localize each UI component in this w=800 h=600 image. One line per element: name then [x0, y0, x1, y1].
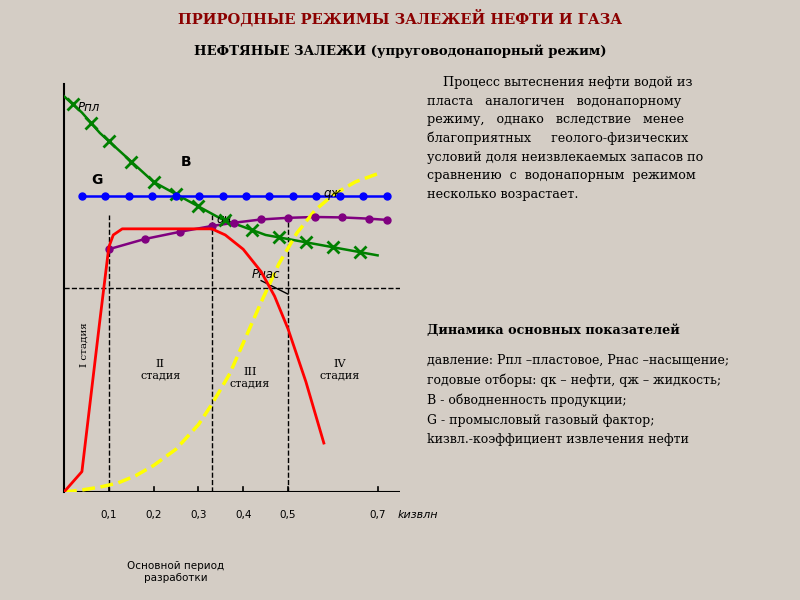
Text: III
стадия: III стадия [230, 367, 270, 389]
Text: 0,7: 0,7 [370, 511, 386, 520]
Text: Процесс вытеснения нефти водой из
пласта   аналогичен   водонапорному
режиму,   : Процесс вытеснения нефти водой из пласта… [427, 76, 703, 201]
Text: qж: qж [324, 187, 342, 200]
Text: 0,3: 0,3 [190, 511, 206, 520]
Text: qн: qн [216, 213, 231, 226]
Text: 0,2: 0,2 [146, 511, 162, 520]
Text: ПРИРОДНЫЕ РЕЖИМЫ ЗАЛЕЖЕЙ НЕФТИ И ГАЗА: ПРИРОДНЫЕ РЕЖИМЫ ЗАЛЕЖЕЙ НЕФТИ И ГАЗА [178, 9, 622, 26]
Text: Рпл: Рпл [78, 101, 100, 113]
Text: I стадия: I стадия [80, 323, 89, 367]
Text: 0,1: 0,1 [101, 511, 117, 520]
Text: G: G [91, 173, 102, 187]
Text: НЕФТЯНЫЕ ЗАЛЕЖИ (упруговодонапорный режим): НЕФТЯНЫЕ ЗАЛЕЖИ (упруговодонапорный режи… [194, 45, 606, 58]
Text: kизвлн: kизвлн [398, 511, 438, 520]
Text: давление: Рпл –пластовое, Рнас –насыщение;
годовые отборы: qк – нефти, qж – жидк: давление: Рпл –пластовое, Рнас –насыщени… [427, 353, 729, 446]
Text: 0,5: 0,5 [280, 511, 296, 520]
Text: Рнас: Рнас [252, 268, 281, 281]
Text: B: B [181, 155, 191, 169]
Text: Основной период
разработки: Основной период разработки [127, 562, 225, 583]
Text: II
стадия: II стадия [140, 359, 181, 380]
Text: 0,4: 0,4 [235, 511, 251, 520]
Text: IV
стадия: IV стадия [319, 359, 360, 380]
Text: Динамика основных показателей: Динамика основных показателей [427, 324, 680, 337]
